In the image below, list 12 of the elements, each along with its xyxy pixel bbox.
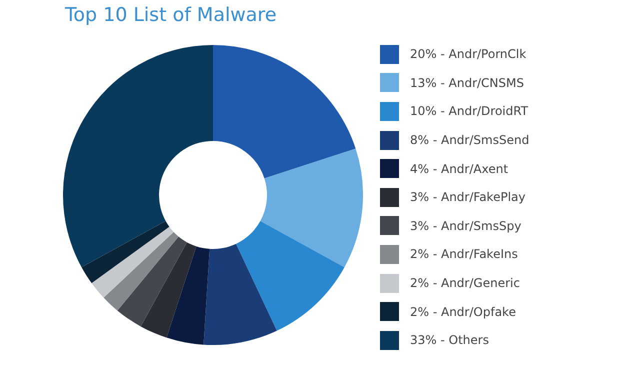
legend-label: 20% - Andr/PornClk xyxy=(410,47,526,62)
legend-label: 2% - Andr/Opfake xyxy=(410,304,516,319)
chart-title: Top 10 List of Malware xyxy=(65,4,277,26)
legend-label: 33% - Others xyxy=(410,333,489,348)
legend-label: 3% - Andr/FakePlay xyxy=(410,190,526,204)
legend-label: 8% - Andr/SmsSend xyxy=(410,133,530,148)
legend-label: 3% - Andr/SmsSpy xyxy=(410,218,522,233)
legend-label: 10% - Andr/DroidRT xyxy=(410,104,528,118)
legend-label: 13% - Andr/CNSMS xyxy=(410,76,524,90)
legend-label: 4% - Andr/Axent xyxy=(410,162,508,176)
legend-label: 2% - Andr/FakeIns xyxy=(410,247,518,262)
legend-label: 2% - Andr/Generic xyxy=(410,276,520,290)
